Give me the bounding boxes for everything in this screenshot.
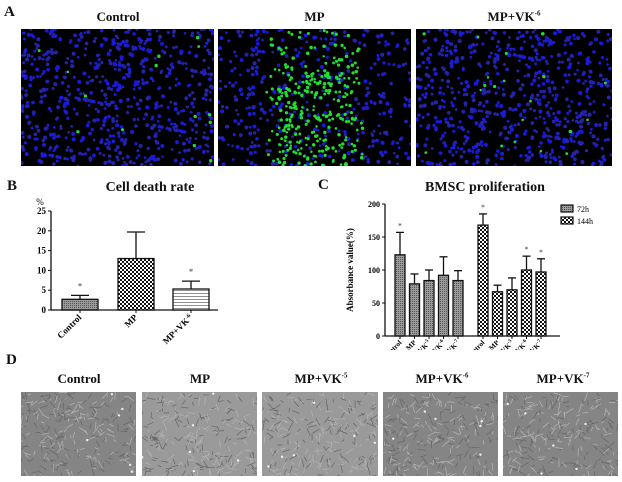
svg-text:Control: Control — [55, 312, 84, 341]
panel-d-title-4: MP+VK-7 — [536, 371, 590, 386]
svg-text:25: 25 — [37, 206, 47, 216]
svg-text:Control: Control — [464, 339, 486, 350]
svg-text:144h: 144h — [577, 217, 593, 226]
panel-d-title-1: MP — [189, 371, 211, 386]
panel-d-title-0: Control — [57, 371, 101, 386]
svg-text:*: * — [525, 245, 529, 254]
panel-d-title-3: MP+VK-6 — [415, 371, 469, 386]
svg-text:*: * — [539, 248, 543, 257]
chart-c-title: BMSC proliferation — [425, 180, 545, 195]
svg-text:*: * — [78, 281, 83, 291]
svg-text:MP: MP — [488, 338, 502, 350]
svg-text:*: * — [398, 221, 402, 230]
svg-text:*: * — [481, 203, 485, 212]
svg-text:0: 0 — [42, 305, 47, 315]
fluorescence-image-mpvk6 — [416, 29, 612, 166]
panel-c-label: C — [318, 177, 329, 193]
phase-image-control — [21, 392, 136, 476]
chart-cell-death-rate: % 0 5 10 15 20 25 * Control MP * MP+VK-6 — [36, 197, 218, 345]
phase-image-mpvk6 — [383, 392, 498, 476]
panel-a-title-control: Control — [96, 9, 140, 24]
phase-image-mpvk7 — [503, 392, 618, 476]
chart-b-title: Cell death rate — [105, 180, 195, 195]
svg-text:Control: Control — [381, 339, 403, 350]
svg-text:*: * — [189, 267, 194, 277]
svg-text:150: 150 — [368, 233, 380, 242]
panel-a-label: A — [4, 4, 15, 20]
svg-text:15: 15 — [37, 246, 47, 256]
phase-image-mpvk5 — [262, 392, 378, 476]
panel-d-label: D — [6, 352, 17, 368]
svg-text:%: % — [36, 197, 44, 207]
svg-text:MP+VK-6: MP+VK-6 — [161, 312, 195, 345]
panel-a-title-mpvk6: MP+VK-6 — [487, 9, 541, 24]
svg-text:72h: 72h — [577, 205, 589, 214]
phase-image-mp — [142, 392, 257, 476]
fluorescence-image-mp — [218, 29, 411, 166]
svg-text:200: 200 — [368, 200, 380, 209]
panel-d-title-2: MP+VK-5 — [294, 371, 348, 386]
svg-text:10: 10 — [37, 265, 47, 275]
svg-text:MP: MP — [405, 338, 419, 350]
svg-text:0: 0 — [376, 332, 380, 341]
panel-b-label: B — [7, 178, 18, 194]
svg-text:Absorbance value(%): Absorbance value(%) — [345, 228, 355, 312]
panel-a-title-mp: MP — [304, 9, 325, 24]
svg-text:20: 20 — [37, 226, 47, 236]
svg-text:50: 50 — [372, 299, 380, 308]
fluorescence-image-control — [21, 29, 214, 166]
svg-text:5: 5 — [42, 285, 47, 295]
svg-text:MP: MP — [122, 312, 139, 329]
svg-text:100: 100 — [368, 266, 380, 275]
